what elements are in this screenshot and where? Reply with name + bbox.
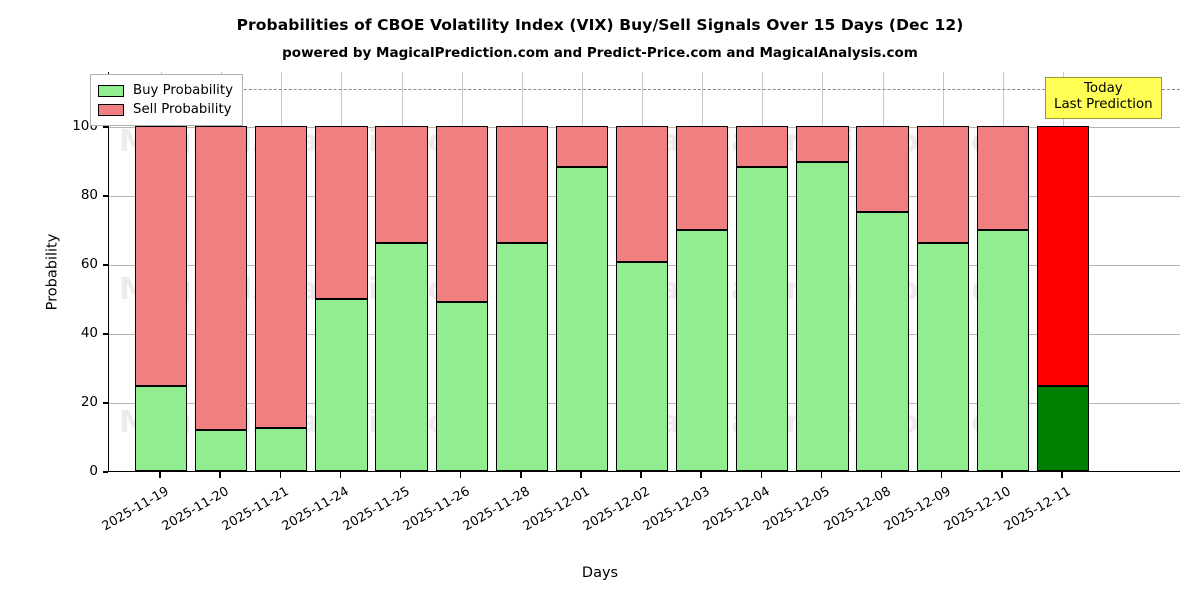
bar-2025-11-26[interactable] xyxy=(435,72,488,471)
y-axis-label: Probability xyxy=(44,233,61,311)
bar-segment-buy[interactable] xyxy=(435,301,488,471)
bar-segment-buy[interactable] xyxy=(976,229,1029,471)
x-tick-mark xyxy=(520,472,522,478)
x-tick-mark xyxy=(1001,472,1003,478)
bar-2025-11-20[interactable] xyxy=(195,72,248,471)
y-tick-mark xyxy=(103,333,108,335)
bar-2025-12-03[interactable] xyxy=(676,72,729,471)
y-tick-label: 20 xyxy=(80,394,98,410)
legend-label-sell: Sell Probability xyxy=(133,102,232,117)
y-tick-label: 60 xyxy=(80,256,98,272)
x-tick-mark xyxy=(880,472,883,478)
bar-segment-buy[interactable] xyxy=(315,298,368,471)
legend-item-buy[interactable]: Buy Probability xyxy=(98,81,233,100)
bar-segment-buy[interactable] xyxy=(916,243,969,471)
y-tick-mark xyxy=(103,195,108,197)
x-tick-mark xyxy=(580,472,582,478)
legend-item-sell[interactable]: Sell Probability xyxy=(98,100,233,119)
y-tick-label: 0 xyxy=(89,463,98,479)
x-tick-mark xyxy=(339,472,342,478)
x-tick-mark xyxy=(820,472,823,478)
bar-segment-buy[interactable] xyxy=(495,243,548,471)
bar-segment-sell[interactable] xyxy=(435,126,488,302)
bar-segment-sell[interactable] xyxy=(255,126,308,428)
bar-segment-sell[interactable] xyxy=(375,126,428,244)
today-annotation-line2: Last Prediction xyxy=(1054,97,1153,113)
bar-segment-buy[interactable] xyxy=(676,229,729,471)
bar-segment-sell[interactable] xyxy=(615,126,669,263)
x-tick-mark xyxy=(1061,472,1063,478)
bar-segment-buy[interactable] xyxy=(856,212,909,471)
y-tick-mark xyxy=(103,126,108,128)
bar-segment-sell[interactable] xyxy=(796,126,849,163)
bar-2025-11-19[interactable] xyxy=(134,72,188,471)
bar-2025-12-11[interactable] xyxy=(1036,72,1090,471)
y-tick-label: 40 xyxy=(80,325,98,341)
chart-title: Probabilities of CBOE Volatility Index (… xyxy=(236,16,964,34)
bar-segment-buy[interactable] xyxy=(796,162,849,471)
x-tick-mark xyxy=(640,472,642,478)
bar-segment-sell[interactable] xyxy=(736,126,789,168)
bar-segment-sell[interactable] xyxy=(495,126,548,244)
bar-segment-sell[interactable] xyxy=(916,126,969,244)
y-tick-label: 80 xyxy=(80,187,98,203)
bar-segment-buy[interactable] xyxy=(255,427,308,471)
bar-2025-11-28[interactable] xyxy=(495,72,548,471)
bar-segment-buy[interactable] xyxy=(736,167,789,471)
bar-2025-12-08[interactable] xyxy=(856,72,909,471)
y-tick-mark xyxy=(103,402,108,404)
bar-2025-11-24[interactable] xyxy=(315,72,368,471)
bar-segment-sell[interactable] xyxy=(856,126,909,213)
bar-2025-11-21[interactable] xyxy=(255,72,308,471)
bar-segment-buy[interactable] xyxy=(615,262,669,471)
bar-segment-buy[interactable] xyxy=(134,386,188,471)
y-tick-label: 100 xyxy=(72,118,98,134)
chart-subtitle: powered by MagicalPrediction.com and Pre… xyxy=(282,45,918,61)
bar-segment-sell[interactable] xyxy=(976,126,1029,230)
today-annotation: Today Last Prediction xyxy=(1045,77,1162,119)
bar-segment-buy[interactable] xyxy=(195,429,248,471)
bar-segment-sell[interactable] xyxy=(676,126,729,230)
legend-swatch-sell xyxy=(98,103,124,116)
bar-segment-buy[interactable] xyxy=(375,243,428,471)
bar-segment-sell[interactable] xyxy=(134,126,188,387)
legend-swatch-buy xyxy=(98,84,124,97)
x-tick-mark xyxy=(459,472,462,478)
bar-2025-12-02[interactable] xyxy=(615,72,669,471)
bar-segment-sell[interactable] xyxy=(1036,126,1090,387)
bar-segment-buy[interactable] xyxy=(1036,386,1090,471)
bar-segment-sell[interactable] xyxy=(315,126,368,299)
y-tick-mark xyxy=(103,264,108,266)
reference-line xyxy=(109,89,1180,90)
bar-2025-12-04[interactable] xyxy=(736,72,789,471)
bar-2025-12-09[interactable] xyxy=(916,72,969,471)
plot-area: MagicalAnalysis.comMagicalPrediction.com… xyxy=(108,72,1180,472)
bar-2025-12-10[interactable] xyxy=(976,72,1029,471)
bar-2025-12-01[interactable] xyxy=(555,72,609,471)
bar-2025-12-05[interactable] xyxy=(796,72,849,471)
chart-legend: Buy Probability Sell Probability xyxy=(90,74,243,126)
bar-segment-sell[interactable] xyxy=(195,126,248,430)
x-tick-mark xyxy=(219,472,221,478)
x-tick-mark xyxy=(399,472,402,478)
y-tick-mark xyxy=(103,471,108,473)
x-tick-mark xyxy=(159,472,161,478)
bar-segment-buy[interactable] xyxy=(555,167,609,471)
x-axis-label: Days xyxy=(581,565,619,581)
x-tick-mark xyxy=(760,472,762,478)
x-tick-mark xyxy=(700,472,702,478)
x-tick-mark xyxy=(940,472,943,478)
today-annotation-line1: Today xyxy=(1083,81,1123,96)
legend-label-buy: Buy Probability xyxy=(133,83,233,98)
bar-2025-11-25[interactable] xyxy=(375,72,428,471)
bar-segment-sell[interactable] xyxy=(555,126,609,168)
x-tick-mark xyxy=(279,472,281,478)
